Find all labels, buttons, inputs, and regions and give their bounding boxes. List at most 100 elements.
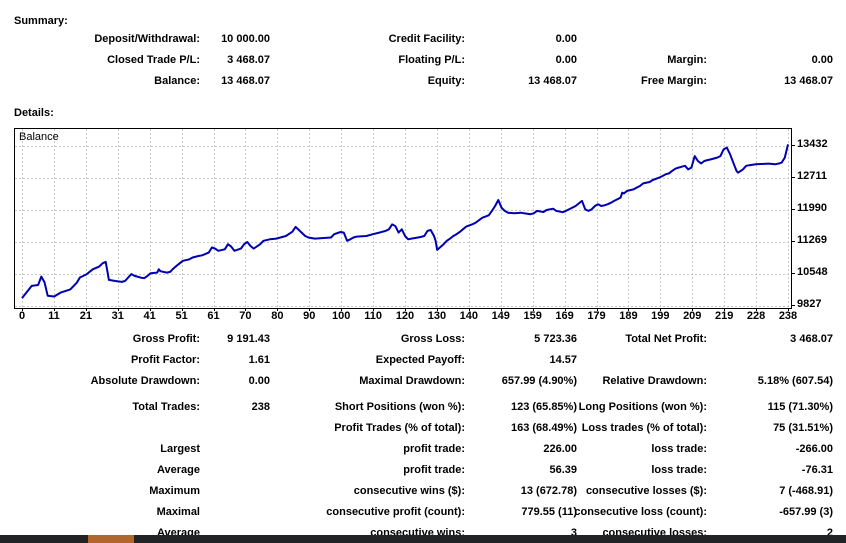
x-axis-tick-label: 179 <box>587 310 606 322</box>
stat-row-value: 14.57 <box>549 354 577 366</box>
stat-row-label: Maximum <box>149 485 200 497</box>
x-axis-tick <box>341 308 342 311</box>
x-axis-tick-label: 41 <box>143 310 156 322</box>
stat-row-value: 657.99 (4.90%) <box>501 375 577 387</box>
summary-row-label: Free Margin: <box>640 75 707 87</box>
stat-row-label: consecutive losses ($): <box>585 485 707 497</box>
x-axis-tick-label: 61 <box>207 310 220 322</box>
stat-row-value: 9 191.43 <box>227 333 270 345</box>
y-axis-tick <box>791 209 795 210</box>
stat-row-value: 226.00 <box>543 443 577 455</box>
y-axis-tick <box>791 305 795 306</box>
balance-line-series <box>21 144 789 299</box>
stat-row-value: 56.39 <box>549 464 577 476</box>
chart-legend-label: Balance <box>19 131 59 143</box>
x-axis-tick-label: 90 <box>303 310 316 322</box>
y-axis-tick-label: 10548 <box>797 266 828 278</box>
stat-row-value: 3 468.07 <box>790 333 833 345</box>
stat-row-label: profit trade: <box>403 443 465 455</box>
stat-row-label: Total Trades: <box>132 401 200 413</box>
summary-row-label: Deposit/Withdrawal: <box>94 33 200 45</box>
stat-row-value: 3 <box>570 527 577 539</box>
stat-row-label: Short Positions (won %): <box>334 401 465 413</box>
details-section-title: Details: <box>14 107 54 119</box>
summary-row-value: 13 468.07 <box>221 75 270 87</box>
stat-row-value: 238 <box>251 401 270 413</box>
stat-row-value: 0.00 <box>248 375 270 387</box>
summary-row-label: Balance: <box>154 75 200 87</box>
x-axis-tick <box>724 308 725 311</box>
stat-row-label: Profit Trades (% of total): <box>334 422 465 434</box>
x-axis-tick <box>501 308 502 311</box>
stat-row-label: consecutive profit (count): <box>326 506 465 518</box>
stat-row: Total Trades: 238 Short Positions (won %):… <box>0 401 846 415</box>
summary-row: Deposit/Withdrawal: 10 000.00 Credit Facil… <box>0 33 846 47</box>
y-axis-tick-label: 13432 <box>797 138 828 150</box>
stat-row-value: 75 (31.51%) <box>773 422 833 434</box>
summary-section-title: Summary: <box>14 15 68 27</box>
x-axis-tick-label: 21 <box>79 310 92 322</box>
stat-row-label: Gross Loss: <box>400 333 465 345</box>
x-axis-tick <box>86 308 87 311</box>
summary-row-value: 10 000.00 <box>221 33 270 45</box>
stat-row-value: -76.31 <box>801 464 833 476</box>
x-axis-tick-label: 80 <box>271 310 284 322</box>
x-axis-tick <box>245 308 246 311</box>
stat-row: Largest profit trade: 226.00 loss trade: -26… <box>0 443 846 457</box>
summary-row-label: Closed Trade P/L: <box>107 54 200 66</box>
stat-row-value: 163 (68.49%) <box>510 422 577 434</box>
y-axis-tick-label: 12711 <box>797 170 827 182</box>
x-axis-tick-label: 159 <box>523 310 542 322</box>
x-axis-tick-label: 130 <box>427 310 447 322</box>
summary-row-value: 0.00 <box>555 54 577 66</box>
stat-row: Profit Trades (% of total): 163 (68.49%) L… <box>0 422 846 436</box>
stat-row-label: Absolute Drawdown: <box>90 375 200 387</box>
x-axis-tick-label: 31 <box>111 310 124 322</box>
stat-row: Average profit trade: 56.39 loss trade: -76.… <box>0 464 846 478</box>
x-axis-tick-label: 11 <box>48 310 60 322</box>
x-axis-tick <box>597 308 598 311</box>
x-axis-tick <box>182 308 183 311</box>
stat-row-label: Maximal <box>156 506 200 518</box>
x-axis-tick-label: 51 <box>175 310 188 322</box>
stat-row-label: consecutive loss (count): <box>574 506 707 518</box>
summary-row-label: Equity: <box>427 75 465 87</box>
stat-row-value: 779.55 (11) <box>521 506 577 518</box>
x-axis-tick-label: 199 <box>651 310 670 322</box>
summary-row-value: 0.00 <box>555 33 577 45</box>
summary-row-value: 3 468.07 <box>227 54 270 66</box>
x-axis-tick <box>788 308 789 311</box>
stat-row-label: Expected Payoff: <box>375 354 465 366</box>
summary-row-label: Credit Facility: <box>388 33 465 45</box>
stat-row-label: Gross Profit: <box>132 333 200 345</box>
stat-row-label: Maximal Drawdown: <box>359 375 465 387</box>
y-axis-tick-label: 11269 <box>797 234 827 246</box>
stat-row-value: 1.61 <box>248 354 270 366</box>
stat-row-value: 123 (65.85%) <box>510 401 577 413</box>
stat-row-label: Total Net Profit: <box>625 333 707 345</box>
x-axis-tick <box>660 308 661 311</box>
x-axis-tick-label: 149 <box>491 310 510 322</box>
stat-row-value: 5 723.36 <box>534 333 577 345</box>
y-axis-tick <box>791 273 795 274</box>
stat-row: Profit Factor: 1.61 Expected Payoff: 14.57 <box>0 354 846 368</box>
x-axis-tick-label: 219 <box>714 310 734 322</box>
stat-row: Absolute Drawdown: 0.00 Maximal Drawdown: 6… <box>0 375 846 389</box>
x-axis-tick-label: 140 <box>459 310 478 322</box>
taskbar-active-segment[interactable] <box>88 535 134 543</box>
x-axis-tick <box>373 308 374 311</box>
x-axis-tick <box>533 308 534 311</box>
summary-row-label: Floating P/L: <box>398 54 465 66</box>
x-axis-tick-label: 169 <box>555 310 574 322</box>
stat-row-value: 7 (-468.91) <box>779 485 833 497</box>
x-axis-tick <box>277 308 278 311</box>
taskbar-strip[interactable] <box>0 535 846 543</box>
stat-row-label: Average <box>156 464 200 476</box>
x-axis-tick-label: 228 <box>746 310 766 322</box>
x-axis-tick-label: 0 <box>18 310 26 322</box>
y-axis-tick-label: 11990 <box>797 202 827 214</box>
balance-chart: Balance <box>14 128 792 309</box>
x-axis-tick-label: 189 <box>619 310 638 322</box>
x-axis-tick <box>469 308 470 311</box>
